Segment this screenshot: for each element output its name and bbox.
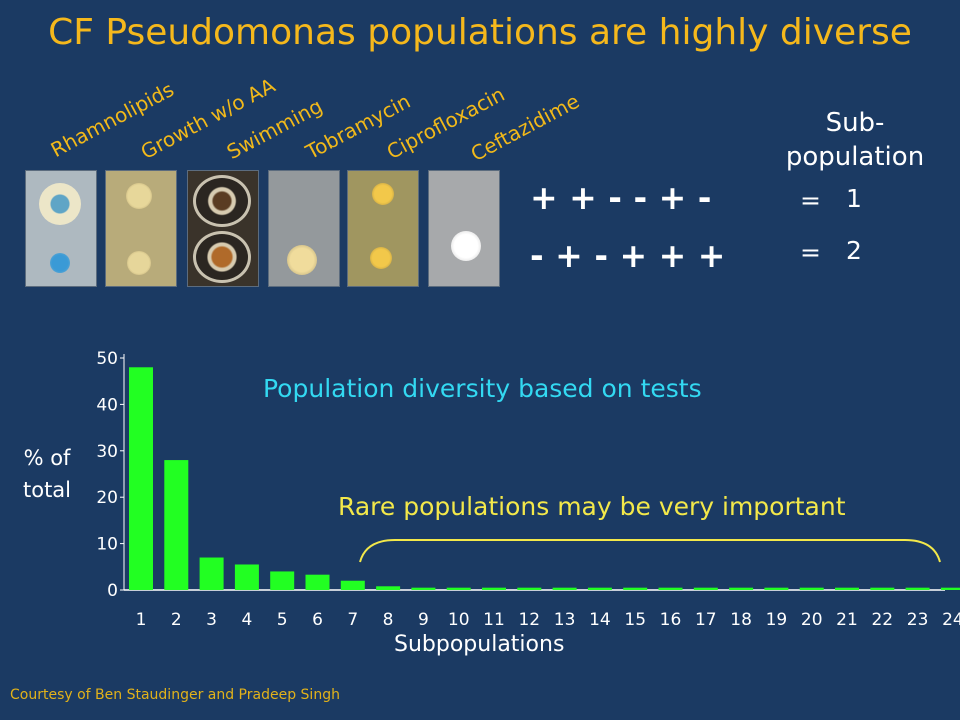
equals-row-1: = bbox=[800, 186, 821, 215]
x-tick-label: 15 bbox=[624, 610, 646, 630]
bar bbox=[234, 564, 259, 590]
x-tick-label: 9 bbox=[418, 610, 429, 630]
bar bbox=[905, 587, 930, 590]
colony-tobra bbox=[287, 245, 317, 275]
bar bbox=[164, 460, 189, 590]
x-tick-label: 1 bbox=[136, 610, 147, 630]
subpop-id-2: 2 bbox=[846, 236, 862, 265]
x-tick-label: 4 bbox=[241, 610, 252, 630]
x-tick-label: 6 bbox=[312, 610, 323, 630]
x-tick-label: 10 bbox=[448, 610, 470, 630]
colony-top bbox=[126, 183, 152, 209]
x-tick-label: 19 bbox=[766, 610, 788, 630]
equals-row-2: = bbox=[800, 238, 821, 267]
well-bottom bbox=[193, 231, 251, 283]
x-tick-label: 23 bbox=[907, 610, 929, 630]
y-tick-label: 10 bbox=[96, 535, 118, 555]
y-tick-label: 20 bbox=[96, 488, 118, 508]
bar bbox=[658, 587, 683, 590]
bar bbox=[940, 587, 960, 590]
x-tick-label: 24 bbox=[942, 610, 960, 630]
plate-ciprofloxacin bbox=[347, 170, 419, 287]
bar bbox=[517, 587, 542, 590]
bar bbox=[376, 586, 401, 590]
bar bbox=[764, 587, 789, 590]
x-axis-label: Subpopulations bbox=[394, 632, 565, 657]
x-tick-label: 2 bbox=[171, 610, 182, 630]
bar bbox=[270, 571, 295, 590]
plate-rhamnolipids bbox=[25, 170, 97, 287]
credit-text: Courtesy of Ben Staudinger and Pradeep S… bbox=[10, 687, 340, 703]
subpopulation-header: Sub- population bbox=[785, 108, 925, 172]
x-tick-label: 16 bbox=[660, 610, 682, 630]
bar bbox=[305, 574, 330, 590]
slide-title: CF Pseudomonas populations are highly di… bbox=[48, 12, 912, 53]
annotation-diversity: Population diversity based on tests bbox=[263, 374, 702, 403]
colony-cipro-top bbox=[372, 183, 394, 205]
colony-halo bbox=[39, 183, 81, 225]
bar bbox=[129, 367, 153, 590]
y-tick-label: 30 bbox=[96, 442, 118, 462]
plate-growth bbox=[105, 170, 177, 287]
plate-tobramycin bbox=[268, 170, 340, 287]
bar bbox=[870, 587, 895, 590]
bar bbox=[799, 587, 824, 590]
colony-bottom bbox=[127, 251, 151, 275]
bar bbox=[587, 587, 612, 590]
bar bbox=[693, 587, 718, 590]
subpop-id-1: 1 bbox=[846, 184, 862, 213]
x-tick-label: 18 bbox=[730, 610, 752, 630]
well-top bbox=[193, 175, 251, 227]
bar bbox=[446, 587, 471, 590]
colony-ceftaz bbox=[451, 231, 481, 261]
x-tick-label: 8 bbox=[383, 610, 394, 630]
bar bbox=[552, 587, 577, 590]
colony-blue bbox=[50, 253, 70, 273]
x-tick-label: 5 bbox=[277, 610, 288, 630]
y-tick-label: 50 bbox=[96, 349, 118, 369]
x-tick-label: 12 bbox=[518, 610, 540, 630]
x-tick-label: 17 bbox=[695, 610, 717, 630]
rare-brace bbox=[359, 539, 941, 563]
pattern-row-2: - + - + + + bbox=[530, 236, 726, 275]
x-tick-label: 11 bbox=[483, 610, 505, 630]
bar bbox=[623, 587, 648, 590]
bar bbox=[411, 587, 436, 590]
bar bbox=[340, 580, 365, 590]
bar bbox=[729, 587, 754, 590]
pattern-row-1: + + - - + - bbox=[530, 178, 712, 217]
x-tick-label: 13 bbox=[554, 610, 576, 630]
x-tick-label: 20 bbox=[801, 610, 823, 630]
colony-cipro-bottom bbox=[370, 247, 392, 269]
y-tick-label: 40 bbox=[96, 395, 118, 415]
bar bbox=[835, 587, 859, 590]
x-tick-label: 3 bbox=[206, 610, 217, 630]
bar bbox=[199, 557, 224, 590]
x-tick-label: 7 bbox=[347, 610, 358, 630]
y-axis-label: % of total bbox=[22, 446, 72, 502]
x-tick-label: 21 bbox=[836, 610, 858, 630]
annotation-rare: Rare populations may be very important bbox=[338, 492, 846, 521]
x-tick-label: 22 bbox=[871, 610, 893, 630]
x-tick-label: 14 bbox=[589, 610, 611, 630]
plate-ceftazidime bbox=[428, 170, 500, 287]
bar bbox=[482, 587, 506, 590]
y-tick-label: 0 bbox=[107, 581, 118, 601]
plate-swimming bbox=[187, 170, 259, 287]
